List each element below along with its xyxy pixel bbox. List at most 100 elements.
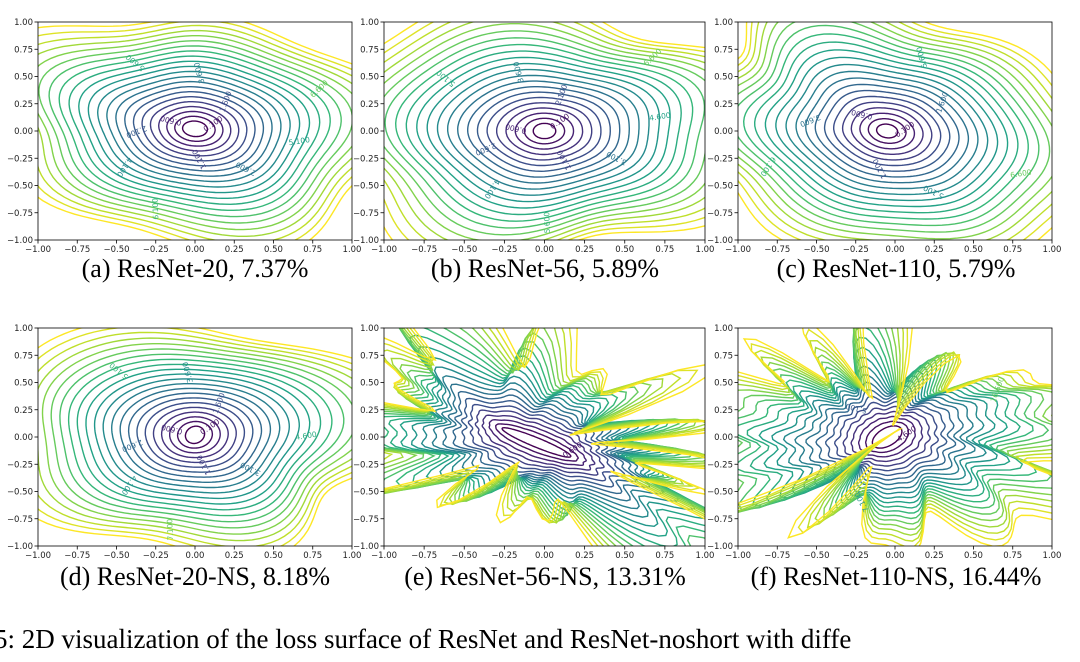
contour-line — [160, 411, 229, 459]
x-tick-label: −0.75 — [64, 245, 90, 255]
contour-line — [384, 328, 705, 546]
x-tick-label: −0.50 — [451, 245, 477, 255]
x-tick-label: 1.00 — [696, 245, 715, 255]
contour-line — [494, 423, 579, 462]
contour-line — [85, 368, 311, 505]
contour-line — [864, 420, 909, 454]
contour-line — [38, 24, 352, 240]
x-tick-label: −0.25 — [843, 551, 869, 561]
contour-line — [875, 123, 899, 139]
x-tick-label: 0.25 — [575, 551, 594, 561]
contour-line — [38, 331, 352, 546]
x-tick-label: −0.75 — [764, 551, 790, 561]
contour-line — [814, 83, 960, 178]
y-tick-label: −1.00 — [707, 542, 733, 552]
y-tick-label: 0.75 — [714, 45, 733, 55]
x-tick-label: 0.50 — [264, 551, 283, 561]
x-tick-label: 0.00 — [186, 551, 205, 561]
contour-line — [841, 101, 933, 161]
contour-line — [476, 91, 611, 173]
x-tick-label: 0.50 — [615, 551, 634, 561]
contour-line — [48, 45, 342, 218]
x-tick-label: −0.75 — [411, 245, 437, 255]
y-tick-label: −0.25 — [7, 154, 33, 164]
contour-line — [149, 101, 240, 157]
contour-line — [144, 402, 246, 468]
x-tick-label: 0.75 — [1003, 245, 1022, 255]
x-tick-label: 0.25 — [225, 551, 244, 561]
contour-line — [132, 91, 256, 167]
y-tick-label: 0.25 — [360, 100, 379, 110]
y-tick-label: 1.00 — [360, 18, 379, 28]
contour-line — [738, 328, 1038, 514]
y-tick-label: −0.50 — [707, 488, 733, 498]
x-tick-label: 0.00 — [186, 245, 205, 255]
contour-label: 7.100 — [165, 518, 175, 540]
y-tick-label: −0.50 — [707, 182, 733, 192]
contour-line — [782, 365, 987, 495]
contour-label: 2.600 — [234, 160, 257, 178]
y-tick-label: 0.50 — [14, 379, 33, 389]
x-tick-label: −1.00 — [725, 245, 751, 255]
x-tick-label: −0.25 — [491, 551, 517, 561]
contour-line — [738, 24, 1040, 227]
y-tick-label: −0.25 — [707, 154, 733, 164]
contour-line — [184, 425, 206, 445]
y-tick-label: −0.50 — [353, 182, 379, 192]
contour-line — [738, 22, 1052, 240]
y-tick-label: −1.00 — [353, 236, 379, 246]
contour-line — [38, 22, 352, 240]
y-tick-label: −0.75 — [707, 209, 733, 219]
contour-line — [394, 43, 694, 222]
contour-line — [174, 115, 216, 142]
contour-line — [127, 392, 263, 478]
x-tick-label: −1.00 — [25, 551, 51, 561]
contour-line — [76, 363, 322, 511]
contour-line — [775, 56, 999, 202]
x-tick-label: 1.00 — [343, 245, 362, 255]
y-tick-label: −0.75 — [353, 209, 379, 219]
x-tick-label: 0.50 — [964, 245, 983, 255]
y-tick-label: 0.25 — [14, 406, 33, 416]
y-tick-label: 0.00 — [714, 433, 733, 443]
x-tick-label: −0.75 — [64, 551, 90, 561]
panel-caption: (c) ResNet-110, 5.79% — [777, 254, 1016, 283]
x-tick-label: −1.00 — [371, 551, 397, 561]
y-tick-label: −0.75 — [353, 515, 379, 525]
x-tick-label: 0.75 — [303, 551, 322, 561]
x-tick-label: 0.00 — [535, 245, 554, 255]
y-tick-label: 0.00 — [14, 127, 33, 137]
contour-label: 5.600 — [542, 211, 552, 233]
panel-caption: (d) ResNet-20-NS, 8.18% — [60, 562, 330, 591]
contour-line — [41, 343, 352, 535]
contour-line — [110, 383, 281, 489]
y-tick-label: −0.50 — [7, 488, 33, 498]
contour-line — [514, 112, 575, 150]
contour-line — [738, 328, 1052, 546]
contour-line — [152, 406, 237, 464]
contour-line — [58, 50, 331, 211]
contour-line — [805, 381, 967, 486]
contour-label: 0.600 — [159, 114, 182, 128]
contour-line — [405, 50, 682, 216]
contour-line — [452, 390, 638, 495]
contour-line — [119, 387, 272, 483]
contour-line — [738, 22, 1052, 240]
contour-line — [115, 80, 273, 177]
contour-line — [93, 373, 301, 500]
y-tick-label: −0.50 — [7, 182, 33, 192]
contour-line — [467, 86, 621, 178]
y-tick-label: −0.75 — [7, 515, 33, 525]
contour-line — [842, 405, 931, 467]
contour-label: 3.600 — [798, 112, 821, 128]
contour-line — [384, 22, 705, 240]
contour-line — [758, 346, 1011, 504]
y-tick-label: 1.00 — [714, 324, 733, 334]
contour-line — [38, 40, 352, 224]
contour-line — [384, 37, 705, 229]
contour-line — [38, 337, 352, 542]
contour-line — [850, 107, 924, 155]
